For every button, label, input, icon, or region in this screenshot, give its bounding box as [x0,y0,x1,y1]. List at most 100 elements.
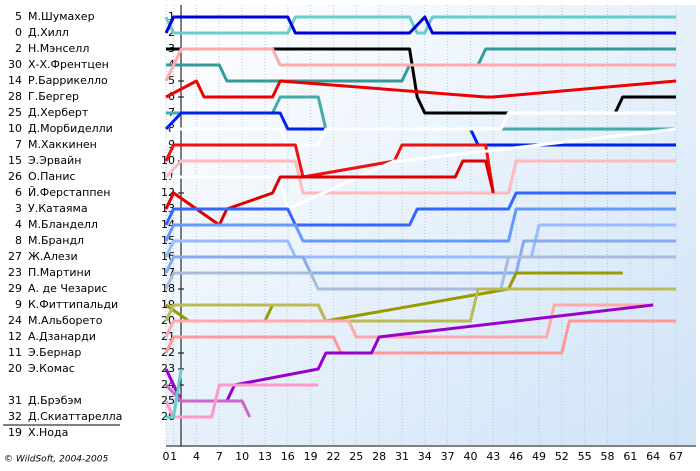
x-tick-label: 40 [463,450,477,463]
driver-name: Д.Брэбэм [28,394,82,407]
position-line [164,383,252,418]
driver-number: 9 [15,298,22,311]
driver-name: М.Брандл [28,234,84,247]
y-tick-label: 2 [168,26,175,39]
x-tick-label: 7 [216,450,223,463]
x-tick-label: 0 [163,450,170,463]
position-line [164,207,676,243]
driver-number: 28 [8,90,22,103]
driver-name: П.Мартини [28,266,91,279]
driver-name: Г.Бергер [28,90,79,103]
driver-number: 12 [8,330,22,343]
driver-number: 7 [15,138,22,151]
position-line [164,255,676,291]
position-line [164,143,495,194]
driver-number: 25 [8,106,22,119]
driver-name: Д.Морбиделли [28,122,113,135]
position-line [164,111,676,147]
x-tick-label: 43 [486,450,500,463]
driver-name: Э.Эрвайн [28,154,81,167]
position-line [166,47,676,83]
position-line [164,303,654,339]
x-tick-label: 61 [623,450,637,463]
y-tick-label: 23 [161,362,175,375]
driver-number: 5 [15,10,22,23]
driver-name: М.Альборето [28,314,103,327]
driver-name: Ж.Алези [28,250,78,263]
driver-number: 2 [15,42,22,55]
driver-name: Й.Ферстаппен [28,186,110,199]
driver-number: 27 [8,250,22,263]
driver-number: 20 [8,362,22,375]
driver-name: М.Бланделл [28,218,98,231]
position-line [166,368,183,419]
y-tick-label: 9 [168,138,175,151]
driver-name: А. де Чезарис [28,282,107,295]
driver-number: 30 [8,58,22,71]
x-tick-label: 34 [418,450,432,463]
driver-name: Д.Хилл [28,26,69,39]
position-line [164,191,676,227]
y-tick-label: 1 [168,10,175,23]
x-tick-label: 58 [600,450,614,463]
driver-name: А.Дзанарди [28,330,96,343]
driver-name: М.Хаккинен [28,138,97,151]
x-tick-label: 19 [304,450,318,463]
y-tick-label: 6 [168,90,175,103]
x-tick-label: 10 [235,450,249,463]
driver-name: О.Панис [28,170,76,183]
driver-number: 26 [8,170,22,183]
driver-name: Х.Нода [28,426,68,439]
y-tick-label: 22 [161,346,175,359]
y-tick-label: 25 [161,394,175,407]
position-line [164,15,676,35]
x-tick-label: 16 [281,450,295,463]
driver-name: Д.Херберт [28,106,89,119]
position-line [164,159,676,195]
driver-number: 32 [8,410,22,423]
driver-number: 8 [15,234,22,247]
driver-number: 10 [8,122,22,135]
driver-number: 31 [8,394,22,407]
x-tick-label: 31 [395,450,409,463]
x-tick-label: 1 [170,450,177,463]
x-tick-label: 37 [441,450,455,463]
footer: © WildSoft, 2004-2005 [4,455,108,465]
y-tick-label: 8 [168,122,175,135]
driver-name: Х-Х.Френтцен [28,58,109,71]
driver-number: 6 [15,186,22,199]
driver-number: 4 [15,218,22,231]
driver-number: 3 [15,202,22,215]
x-tick-label: 25 [349,450,363,463]
driver-number: 24 [8,314,22,327]
driver-number: 15 [8,154,22,167]
driver-name: Э.Комас [28,362,75,375]
y-tick-label: 5 [168,74,175,87]
y-tick-label: 18 [161,282,175,295]
driver-number: 23 [8,266,22,279]
x-tick-label: 64 [646,450,660,463]
driver-number: 14 [8,74,22,87]
driver-name: К.Фиттипальди [28,298,118,311]
driver-number: 19 [8,426,22,439]
driver-name: Э.Бернар [28,346,81,359]
y-tick-label: 10 [161,154,175,167]
x-tick-label: 55 [578,450,592,463]
x-tick-label: 22 [326,450,340,463]
x-tick-label: 4 [193,450,200,463]
position-line [164,47,676,82]
position-line [164,383,319,419]
driver-name: Д.Скиаттарелла [28,410,122,423]
driver-name: У.Катаяма [28,202,88,215]
x-tick-label: 13 [258,450,272,463]
driver-number: 11 [8,346,22,359]
driver-number: 0 [15,26,22,39]
position-line [165,79,677,99]
x-tick-label: 52 [555,450,569,463]
x-tick-label: 49 [532,450,546,463]
position-line [164,15,676,35]
x-tick-label: 46 [509,450,523,463]
driver-name: Р.Баррикелло [28,74,108,87]
x-tick-label: 67 [669,450,683,463]
